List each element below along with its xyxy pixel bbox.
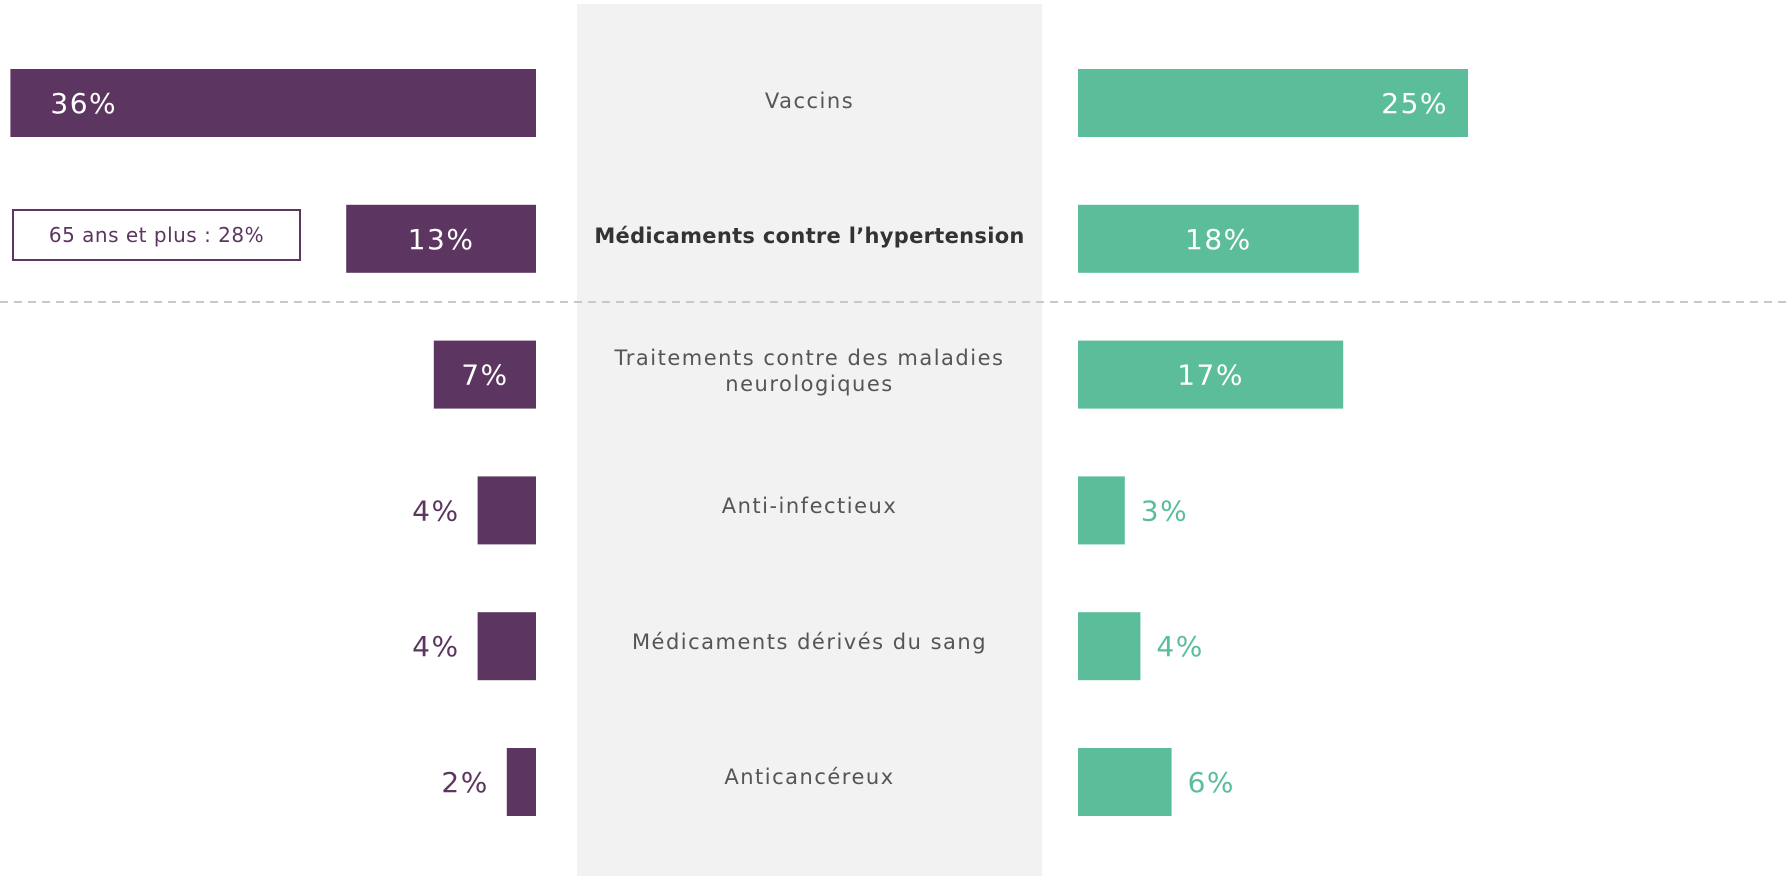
value-label: 4% xyxy=(1156,630,1203,663)
bar xyxy=(1078,69,1468,137)
value-label: 3% xyxy=(1141,494,1188,527)
value-label: 36% xyxy=(50,87,117,120)
bar xyxy=(1078,748,1172,816)
value-label: 13% xyxy=(408,223,475,256)
category-label: Anti-infectieux xyxy=(721,494,898,518)
value-label: 4% xyxy=(412,494,459,527)
value-label: 17% xyxy=(1177,359,1244,392)
value-label: 25% xyxy=(1381,87,1448,120)
value-label: 18% xyxy=(1185,223,1252,256)
value-label: 4% xyxy=(412,630,459,663)
annotation: 65 ans et plus : 28% xyxy=(12,209,301,261)
bar xyxy=(477,476,536,545)
category-label: Médicaments dérivés du sang xyxy=(631,630,988,654)
value-label: 2% xyxy=(441,766,488,799)
bar xyxy=(477,612,536,681)
bar xyxy=(506,748,536,816)
bar xyxy=(1078,476,1125,545)
value-label: 7% xyxy=(461,359,508,392)
value-label: 6% xyxy=(1188,766,1235,799)
bar xyxy=(433,340,536,409)
category-label: Médicaments contre l’hypertension xyxy=(594,224,1025,248)
center-panel xyxy=(577,4,1042,876)
category-label: Anticancéreux xyxy=(724,765,895,789)
bar xyxy=(1078,612,1141,681)
bar xyxy=(1078,340,1344,409)
bar xyxy=(1078,204,1359,273)
bar xyxy=(10,69,536,137)
category-label: Vaccins xyxy=(764,89,855,113)
bar xyxy=(346,204,536,273)
category-label: Traitements contre des maladies neurolog… xyxy=(614,346,1005,396)
